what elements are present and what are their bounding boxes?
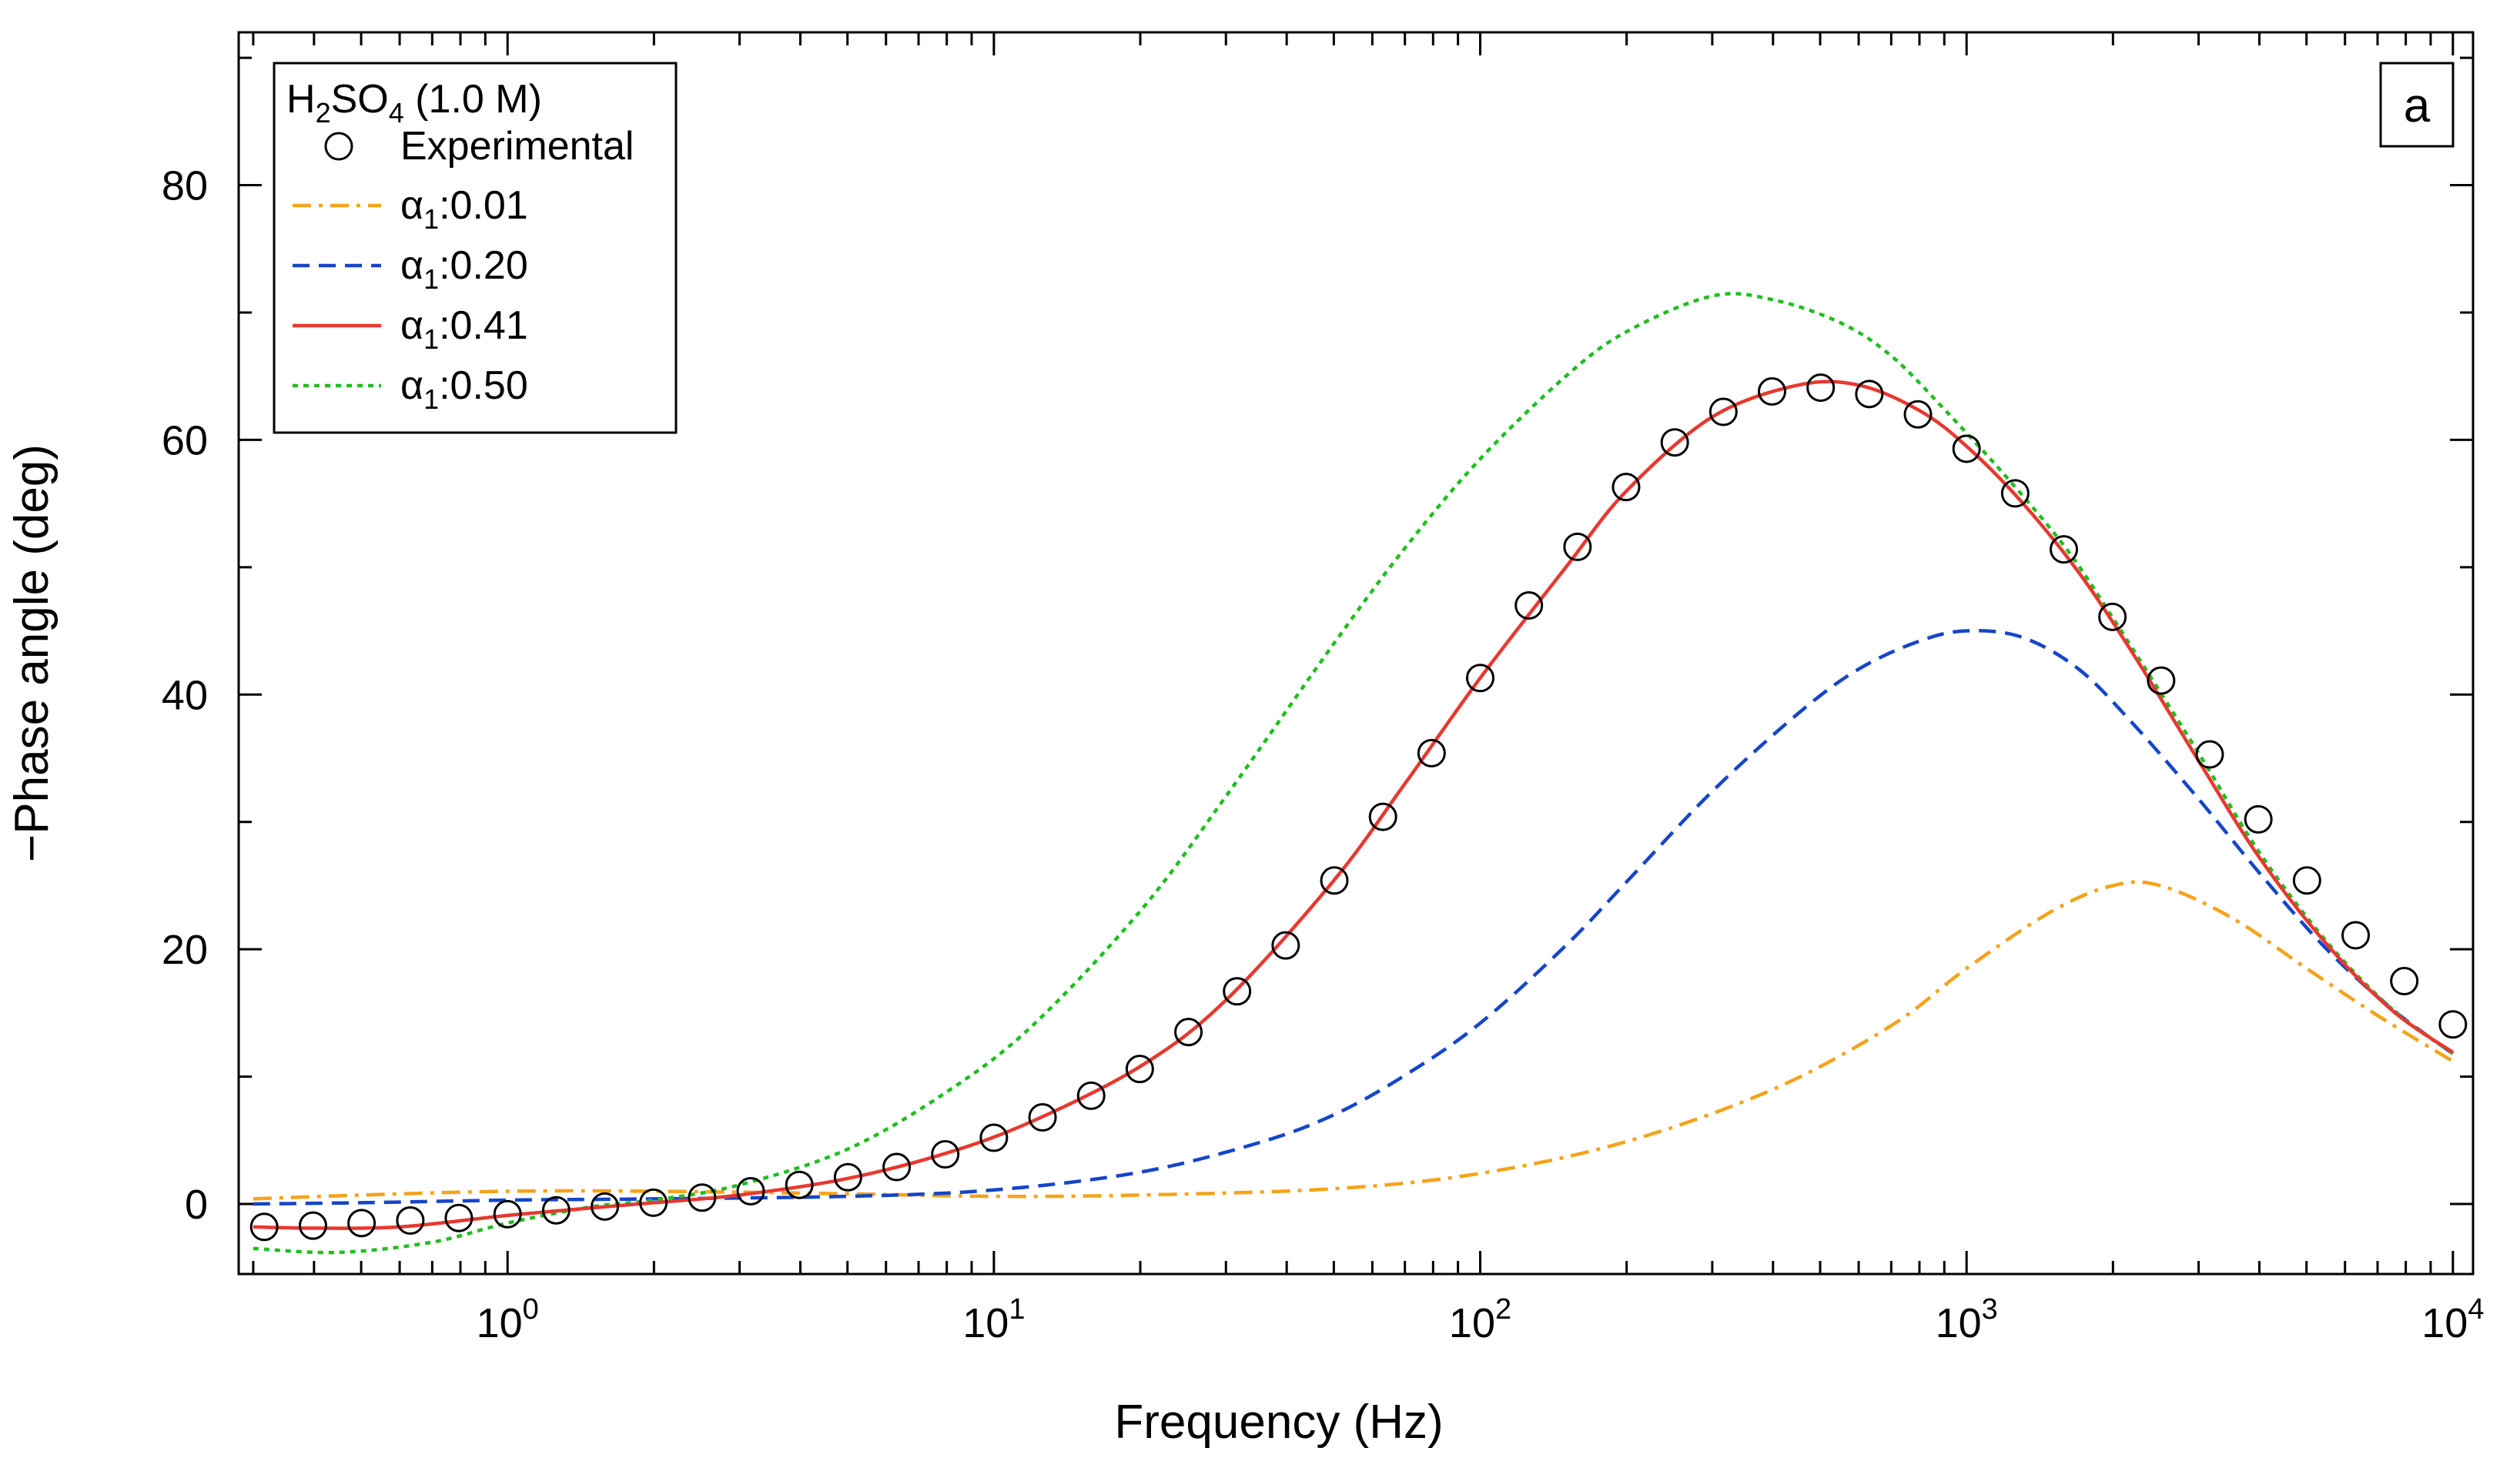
experimental-point [2390, 966, 2419, 995]
experimental-point [1125, 1055, 1154, 1084]
experimental-point [2341, 921, 2371, 950]
experimental-point [882, 1152, 912, 1182]
experimental-point [2438, 1010, 2468, 1039]
experimental-point [1514, 590, 1544, 620]
experimental-point [2292, 866, 2321, 895]
plot-frame [237, 31, 2475, 1276]
experimental-point [2098, 602, 2127, 631]
x-tick-label: 104 [2421, 1293, 2484, 1346]
x-tick-label: 103 [1936, 1293, 1998, 1346]
y-tick-label: 60 [162, 417, 208, 463]
legend-label: α1:0.41 [400, 303, 528, 355]
experimental-point [1611, 473, 1641, 502]
experimental-point [1368, 802, 1397, 831]
experimental-point [298, 1211, 327, 1240]
experimental-point [396, 1206, 425, 1236]
y-tick-label: 40 [162, 672, 208, 718]
experimental-point [736, 1176, 765, 1205]
experimental-point [444, 1203, 474, 1232]
experimental-point [1806, 373, 1836, 403]
experimental-point [931, 1139, 960, 1169]
series-line-10-50 [253, 292, 2455, 1255]
experimental-point [2000, 479, 2030, 508]
experimental-point [541, 1195, 571, 1225]
experimental-point [1952, 434, 1981, 463]
experimental-point [2050, 535, 2079, 564]
legend-entry: α1:0.01 [293, 183, 528, 235]
experimental-point [785, 1170, 814, 1199]
x-axis-title: Frequency (Hz) [1114, 1396, 1443, 1449]
experimental-point [493, 1199, 522, 1229]
experimental-point [2195, 740, 2224, 769]
y-tick-label: 20 [162, 927, 208, 973]
experimental-point [2244, 804, 2273, 834]
legend-label: α1:0.01 [400, 183, 528, 235]
experimental-point [1903, 400, 1933, 429]
experimental-point [1660, 428, 1689, 457]
legend-entry: α1:0.41 [293, 303, 528, 355]
experimental-point [1708, 397, 1738, 426]
experimental-point [2147, 666, 2176, 695]
legend-title: H2SO4 (1.0 M) [286, 77, 542, 129]
series-line-10-01 [253, 880, 2455, 1201]
legend-label: Experimental [400, 124, 634, 169]
experimental-point [1758, 377, 1787, 406]
panel-label: a [2404, 79, 2431, 132]
experimental-point [347, 1209, 376, 1238]
experimental-point [979, 1123, 1009, 1152]
y-axis-title: −Phase angle (deg) [5, 444, 59, 862]
panel-label-box: a [2379, 62, 2455, 148]
experimental-point [833, 1162, 862, 1192]
experimental-point [1320, 866, 1349, 895]
experimental-point [1466, 664, 1495, 693]
legend-entry: Experimental [324, 124, 634, 169]
x-tick-label: 101 [962, 1293, 1025, 1346]
legend-marker [324, 132, 353, 161]
legend-entry: α1:0.20 [293, 243, 528, 295]
experimental-point [639, 1188, 668, 1217]
experimental-point [688, 1183, 717, 1212]
x-tick-label: 100 [477, 1293, 539, 1346]
experimental-point [1417, 738, 1446, 767]
experimental-point [1855, 380, 1884, 409]
y-tick-label: 80 [162, 163, 208, 209]
legend-label: α1:0.20 [400, 243, 528, 295]
experimental-point [1028, 1103, 1057, 1132]
legend: H2SO4 (1.0 M)Experimental α1:0.01 α1:0.20 α… [273, 62, 678, 434]
experimental-point [249, 1212, 279, 1242]
experimental-point [1563, 532, 1592, 561]
x-tick-label: 102 [1449, 1293, 1511, 1346]
legend-label: α1:0.50 [400, 363, 528, 415]
experimental-point [1271, 931, 1300, 960]
experimental-point [1076, 1081, 1106, 1110]
legend-box [273, 62, 678, 434]
series-line-10-20 [253, 629, 2455, 1206]
legend-entry: α1:0.50 [293, 363, 528, 415]
experimental-point [1174, 1018, 1203, 1047]
experimental-point [591, 1192, 620, 1221]
series-line-10-41 [253, 380, 2455, 1230]
y-tick-label: 0 [185, 1182, 208, 1228]
experimental-point [1223, 977, 1252, 1006]
